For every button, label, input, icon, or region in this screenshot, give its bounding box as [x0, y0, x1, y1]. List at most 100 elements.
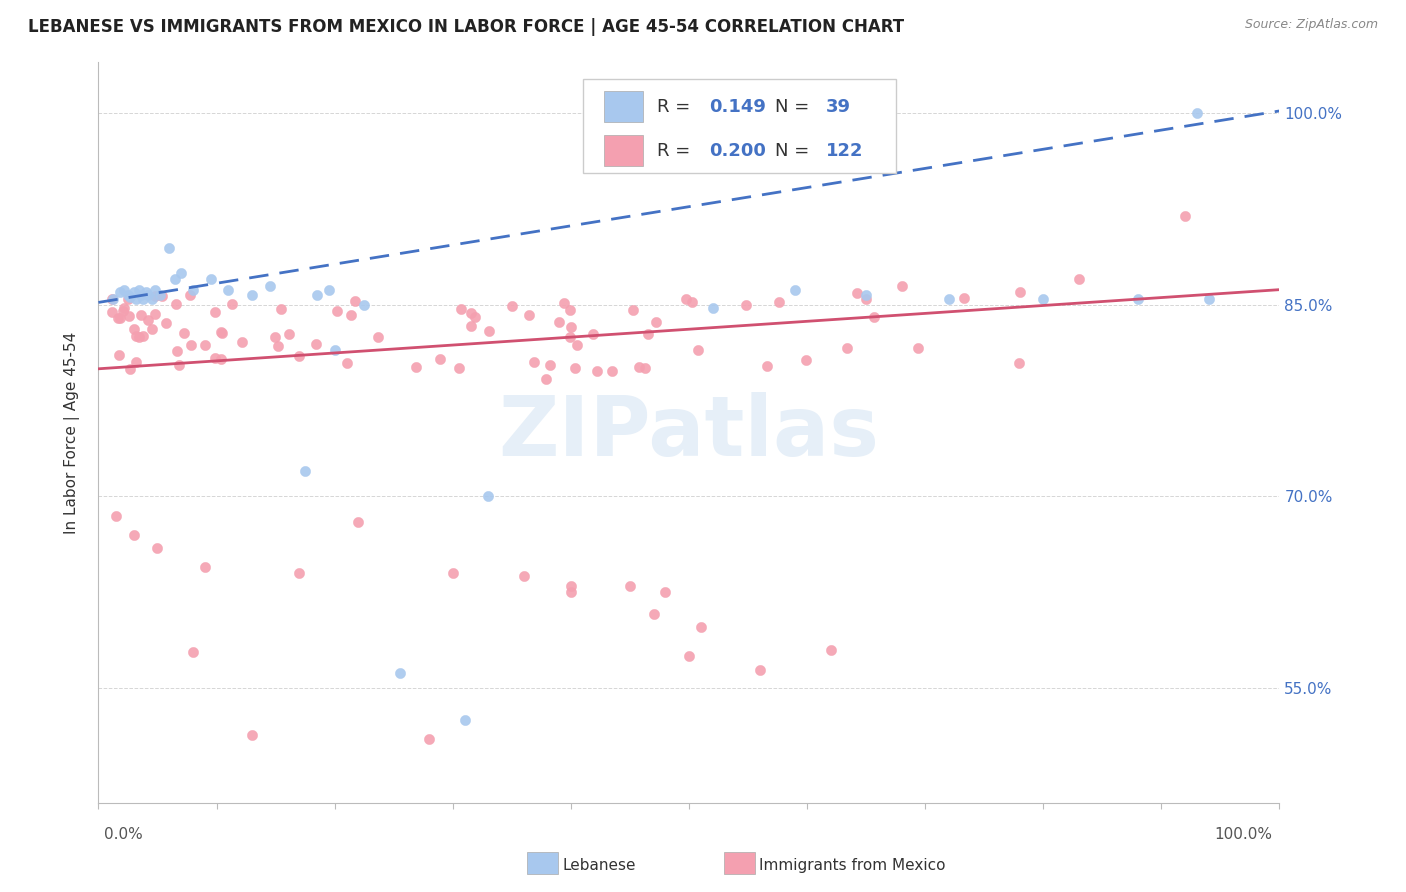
Point — [209, 351, 232, 366]
Point — [553, 296, 575, 310]
Point — [240, 287, 263, 301]
Point — [288, 566, 311, 580]
Point — [157, 240, 180, 255]
Point — [643, 607, 665, 621]
Point — [167, 358, 190, 372]
Point — [1008, 285, 1031, 300]
Point — [129, 309, 152, 323]
Point — [340, 308, 363, 322]
Point — [145, 288, 167, 302]
Point — [125, 292, 148, 306]
Point — [453, 713, 475, 727]
Point — [120, 290, 142, 304]
Text: Source: ZipAtlas.com: Source: ZipAtlas.com — [1244, 18, 1378, 31]
Point — [681, 295, 703, 310]
Point — [560, 579, 582, 593]
Point — [112, 301, 135, 315]
Point — [221, 297, 243, 311]
Point — [122, 321, 145, 335]
Text: ZIPatlas: ZIPatlas — [499, 392, 879, 473]
Point — [100, 292, 122, 306]
Point — [108, 310, 131, 325]
Point — [585, 364, 607, 378]
Point — [477, 490, 499, 504]
Point — [689, 620, 711, 634]
FancyBboxPatch shape — [582, 78, 896, 173]
Point — [512, 568, 534, 582]
Text: 0.0%: 0.0% — [104, 827, 143, 841]
Point — [194, 559, 217, 574]
Point — [558, 329, 581, 343]
Point — [180, 338, 202, 352]
Point — [105, 508, 128, 523]
Text: 39: 39 — [825, 98, 851, 116]
Point — [128, 283, 150, 297]
Point — [143, 283, 166, 297]
Point — [536, 372, 558, 386]
Point — [633, 361, 655, 376]
Point — [165, 297, 187, 311]
Text: R =: R = — [657, 98, 696, 116]
Point — [305, 287, 328, 301]
Point — [211, 326, 233, 341]
Point — [628, 359, 651, 374]
Text: Immigrants from Mexico: Immigrants from Mexico — [759, 858, 946, 872]
Point — [117, 292, 139, 306]
Point — [558, 303, 581, 318]
Point — [523, 355, 546, 369]
Text: N =: N = — [775, 142, 815, 160]
Point — [748, 663, 770, 677]
Point — [564, 360, 586, 375]
Point — [204, 351, 226, 366]
Point — [560, 319, 582, 334]
Point — [478, 324, 501, 338]
Point — [441, 566, 464, 580]
Text: Lebanese: Lebanese — [562, 858, 636, 872]
Point — [464, 310, 486, 324]
Point — [166, 343, 188, 358]
Point — [785, 283, 807, 297]
Point — [1032, 292, 1054, 306]
Point — [267, 339, 290, 353]
Point — [149, 287, 172, 301]
Point — [200, 272, 222, 286]
Point — [125, 355, 148, 369]
Point — [768, 295, 790, 310]
Point — [118, 361, 141, 376]
Point — [112, 283, 135, 297]
Point — [735, 298, 758, 312]
Point — [141, 322, 163, 336]
Point — [217, 283, 239, 297]
Point — [1067, 272, 1090, 286]
Point — [318, 283, 340, 297]
Point — [179, 288, 201, 302]
Point — [240, 728, 263, 742]
Point — [1126, 292, 1149, 306]
Text: 122: 122 — [825, 142, 863, 160]
Point — [181, 283, 204, 297]
Point — [796, 352, 818, 367]
Point — [654, 585, 676, 599]
Point — [447, 360, 470, 375]
Point — [418, 731, 440, 746]
Point — [155, 317, 177, 331]
Point — [560, 585, 582, 599]
Point — [1008, 356, 1031, 370]
Point — [460, 306, 482, 320]
Point — [538, 358, 561, 372]
Text: 100.0%: 100.0% — [1215, 827, 1272, 841]
Point — [118, 310, 141, 324]
Point — [136, 287, 159, 301]
Text: R =: R = — [657, 142, 696, 160]
Point — [129, 287, 152, 301]
Point — [336, 356, 359, 370]
Point — [150, 289, 173, 303]
Point — [855, 287, 877, 301]
Point — [863, 310, 886, 325]
Point — [204, 305, 226, 319]
Point — [294, 464, 316, 478]
Point — [890, 278, 912, 293]
Point — [259, 278, 281, 293]
Point — [565, 338, 588, 352]
Point — [450, 301, 472, 316]
